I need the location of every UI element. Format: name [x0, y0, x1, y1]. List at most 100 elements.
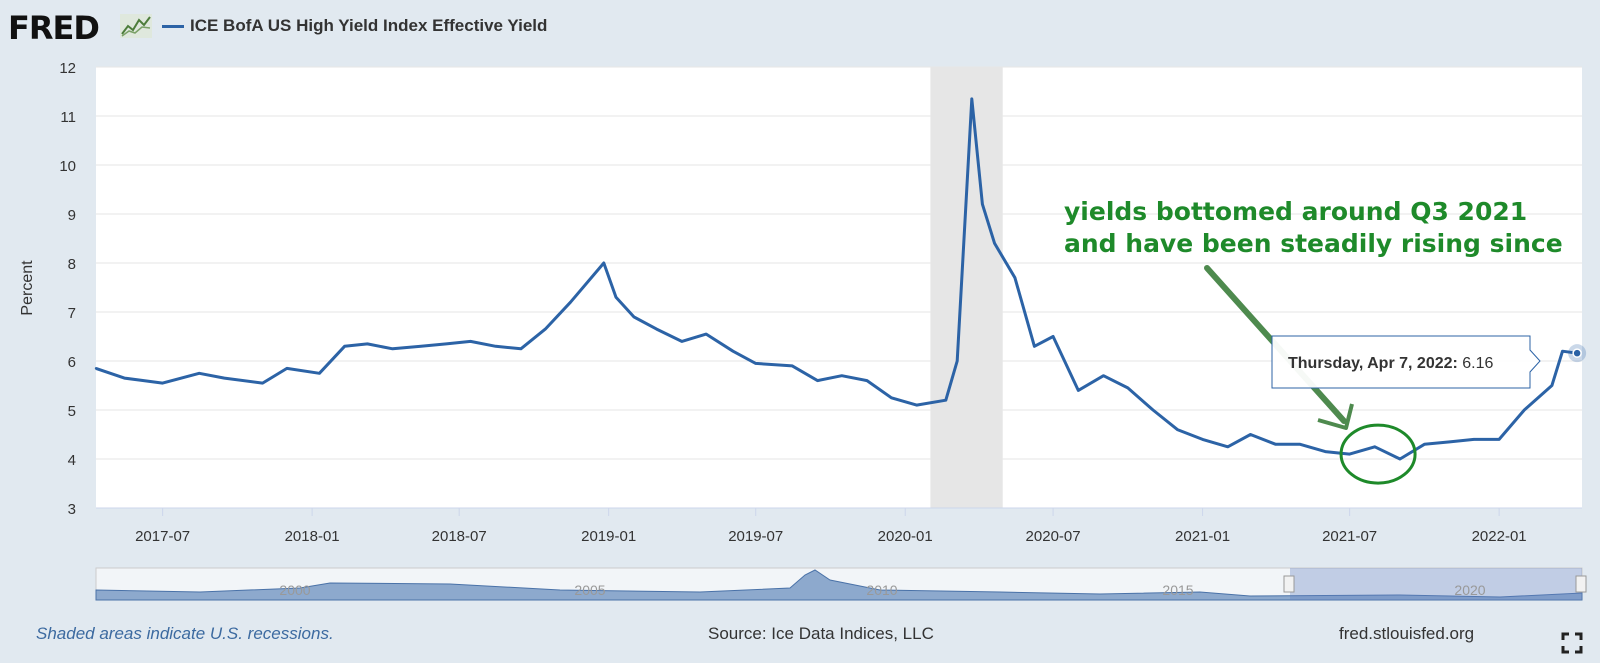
data-point — [680, 340, 683, 343]
navigator-handle-right — [1575, 575, 1587, 593]
recession-band — [930, 67, 1003, 508]
data-point — [318, 372, 321, 375]
annotation-line-2: and have been steadily rising since — [1064, 229, 1563, 258]
data-point — [1448, 440, 1451, 444]
navigator-handle-left — [1283, 575, 1295, 593]
y-tick-label: 5 — [68, 403, 76, 420]
data-point — [1201, 438, 1204, 441]
fullscreen-icon[interactable] — [1561, 632, 1583, 654]
data-point — [261, 381, 264, 385]
data-point — [391, 347, 394, 350]
data-point — [1550, 384, 1554, 387]
data-point — [944, 399, 948, 402]
y-tick-label: 9 — [68, 207, 76, 224]
data-point — [791, 364, 794, 368]
data-point — [1226, 445, 1229, 448]
data-point — [1051, 335, 1055, 338]
data-point — [915, 403, 918, 407]
data-point — [1324, 450, 1327, 453]
data-point — [1561, 350, 1564, 353]
data-point — [754, 362, 757, 365]
data-point — [1077, 389, 1080, 392]
x-tick-label: 2021-01 — [1175, 528, 1230, 545]
data-point — [444, 342, 448, 346]
data-point — [197, 372, 201, 375]
data-point — [981, 203, 984, 206]
fred-logo-graph-icon — [120, 14, 152, 38]
data-point — [223, 376, 226, 380]
data-point — [816, 379, 819, 382]
recession-note: Shaded areas indicate U.S. recessions. — [36, 624, 334, 643]
y-tick-label: 4 — [68, 452, 76, 469]
data-point — [519, 347, 523, 350]
navigator-label: 2020 — [1454, 582, 1485, 598]
navigator-label: 2015 — [1162, 582, 1193, 598]
plot-area — [96, 67, 1582, 508]
x-tick-label: 2021-07 — [1322, 528, 1377, 545]
data-point — [655, 327, 658, 331]
source-text[interactable]: Source: Ice Data Indices, LLC — [708, 624, 934, 643]
data-point — [366, 342, 369, 346]
data-point — [1013, 276, 1017, 279]
y-tick-label: 8 — [68, 256, 76, 273]
data-point — [1176, 428, 1179, 431]
x-tick-label: 2018-01 — [285, 528, 340, 545]
tooltip-text: Thursday, Apr 7, 2022: 6.16 — [1288, 355, 1494, 372]
data-point — [890, 396, 893, 399]
navigator-label: 2005 — [574, 582, 605, 598]
data-point — [731, 350, 735, 353]
y-tick-label: 12 — [59, 60, 76, 77]
annotation-arrow-head — [1317, 403, 1354, 430]
y-tick-label: 11 — [60, 109, 76, 126]
x-tick-label: 2019-01 — [581, 528, 636, 545]
legend-label: ICE BofA US High Yield Index Effective Y… — [190, 16, 548, 35]
data-point — [1523, 408, 1526, 412]
annotation-line-1: yields bottomed around Q3 2021 — [1064, 197, 1527, 226]
annotation-circle — [1339, 423, 1417, 485]
tooltip-date: Thursday, Apr 7, 2022: — [1288, 355, 1462, 372]
data-point — [602, 261, 605, 265]
data-point — [569, 301, 572, 304]
data-point — [1102, 374, 1105, 377]
x-tick-label: 2017-07 — [135, 528, 190, 545]
fred-logo[interactable]: FRED — [8, 9, 100, 47]
data-point — [123, 376, 126, 380]
data-point — [494, 345, 497, 348]
data-point — [970, 97, 974, 101]
y-tick-label: 7 — [68, 305, 76, 322]
data-point — [704, 332, 708, 336]
data-point — [1151, 408, 1155, 412]
data-point — [1126, 386, 1130, 390]
data-point — [614, 296, 618, 299]
data-point — [469, 340, 472, 343]
data-point — [94, 367, 98, 370]
data-point — [956, 359, 959, 363]
series-line — [95, 97, 1578, 461]
navigator-selection — [1290, 568, 1582, 600]
legend[interactable]: ICE BofA US High Yield Index Effective Y… — [162, 16, 547, 36]
x-tick-label: 2019-07 — [728, 528, 783, 545]
y-axis-label: Percent — [19, 260, 36, 316]
navigator-label: 2010 — [866, 582, 897, 598]
y-tick-label: 6 — [68, 354, 76, 371]
data-point — [161, 381, 164, 385]
data-point — [1472, 438, 1476, 441]
tooltip-box — [1271, 335, 1541, 389]
data-point — [1348, 452, 1351, 456]
site-link[interactable]: fred.stlouisfed.org — [1339, 624, 1475, 643]
data-point — [1033, 345, 1036, 348]
data-point — [1423, 443, 1426, 446]
tooltip-value: 6.16 — [1462, 355, 1493, 372]
data-point — [285, 367, 289, 370]
legend-swatch — [162, 24, 184, 28]
data-point — [1298, 443, 1302, 446]
data-point — [840, 374, 844, 377]
data-point — [419, 345, 423, 348]
data-point — [1249, 433, 1252, 436]
navigator-series — [95, 569, 1583, 601]
hover-marker — [1572, 348, 1582, 358]
navigator-label: 2000 — [279, 582, 310, 598]
data-point — [1497, 438, 1501, 441]
data-point — [343, 345, 346, 348]
